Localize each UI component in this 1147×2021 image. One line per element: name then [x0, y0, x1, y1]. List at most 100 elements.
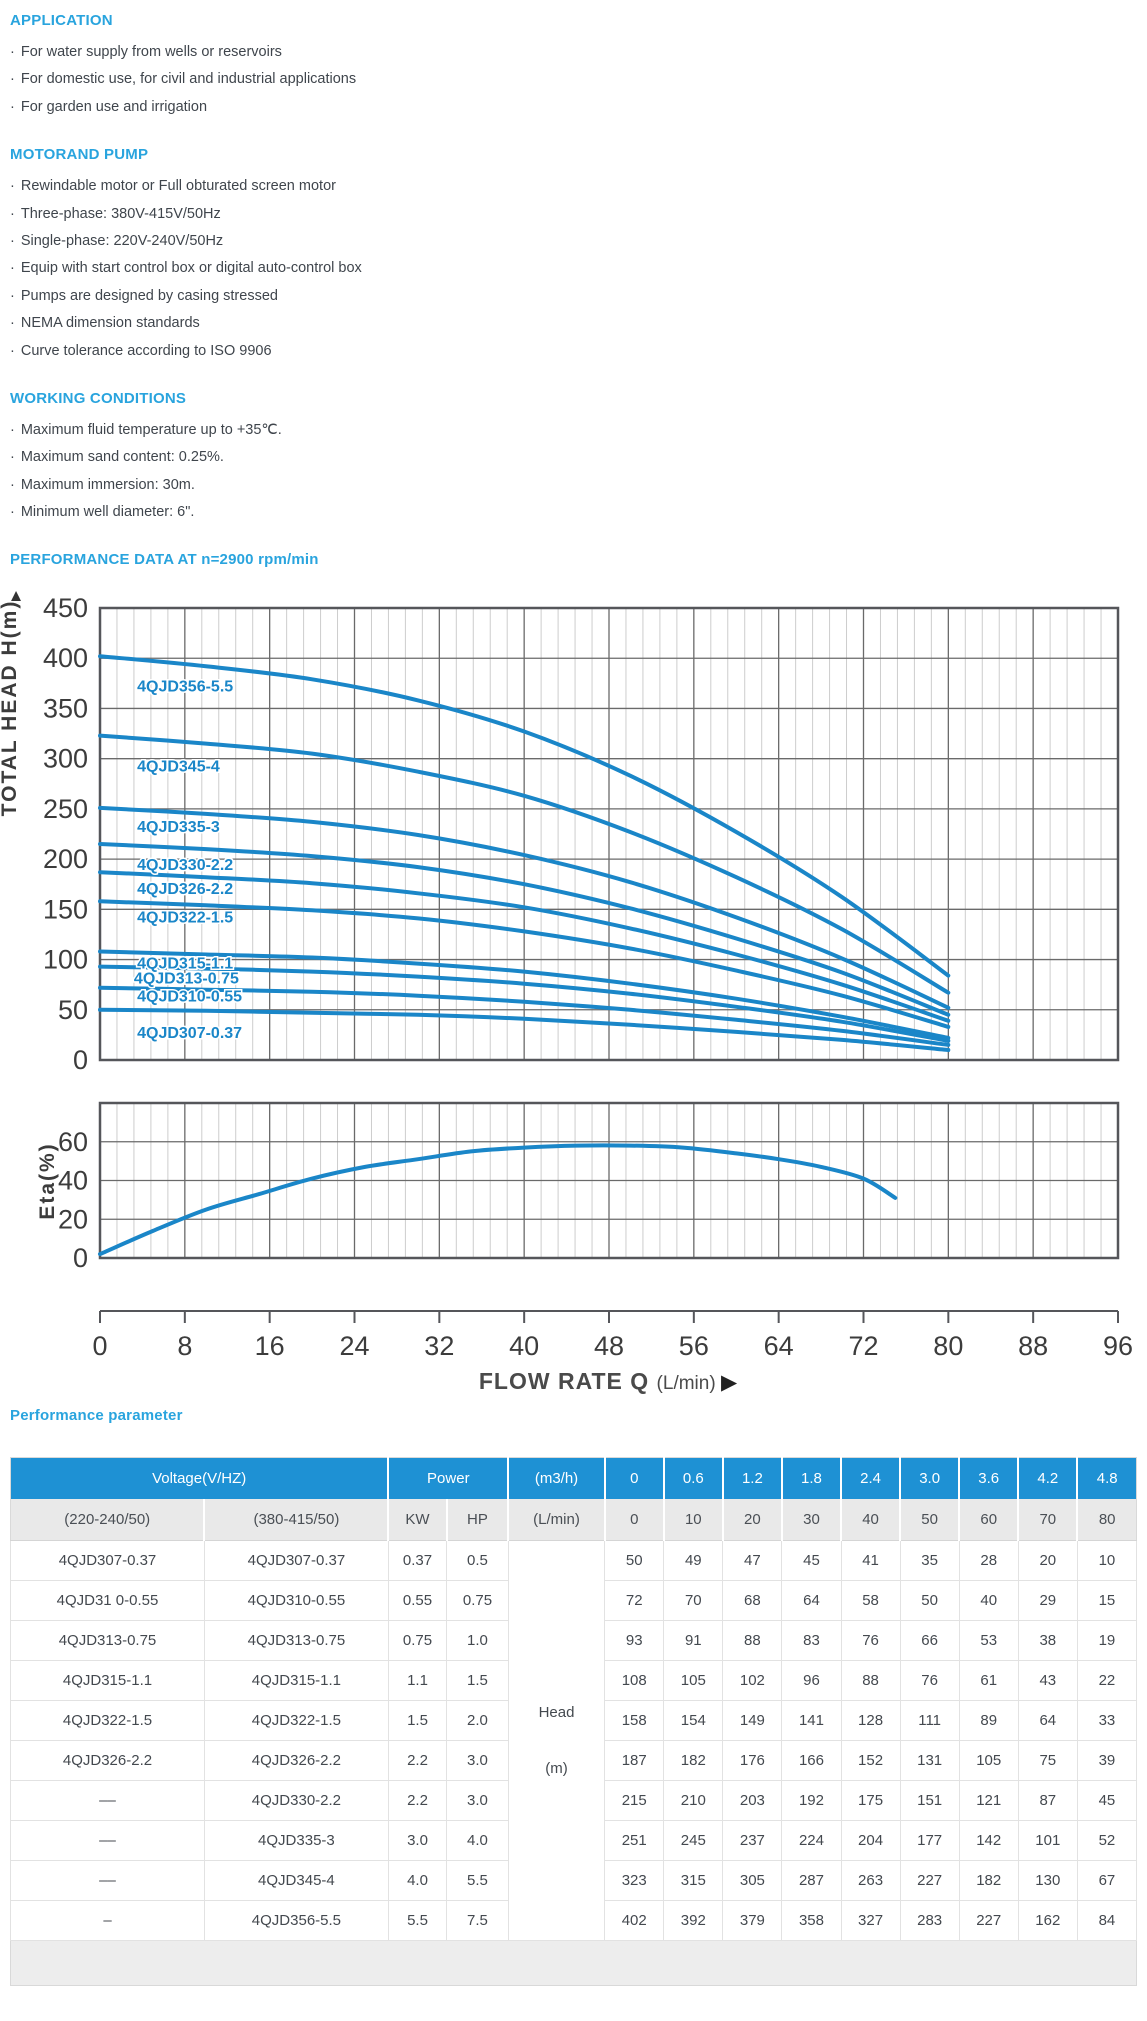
- bullet-item: For domestic use, for civil and industri…: [10, 71, 1147, 88]
- head-value-cell: 91: [663, 1620, 724, 1662]
- table-subheader-cell: 40: [841, 1499, 902, 1542]
- x-tick: 72: [848, 1331, 878, 1361]
- head-value-cell: 64: [781, 1580, 842, 1622]
- head-value-cell: 187: [604, 1740, 665, 1782]
- head-value-cell: 58: [840, 1580, 901, 1622]
- x-tick: 8: [177, 1331, 192, 1361]
- head-value-cell: 176: [722, 1740, 783, 1782]
- head-curve-4QJD335-3: [98, 806, 951, 1011]
- model-220v-cell: ––: [10, 1860, 205, 1902]
- head-value-cell: 50: [899, 1580, 960, 1622]
- head-value-cell: 358: [781, 1900, 842, 1942]
- head-value-cell: 237: [722, 1820, 783, 1862]
- x-tick: 64: [764, 1331, 794, 1361]
- kw-cell: 2.2: [387, 1780, 448, 1822]
- table-header-cell: 3.6: [959, 1457, 1020, 1500]
- head-value-cell: 43: [1017, 1660, 1078, 1702]
- head-y-tick: 100: [43, 945, 88, 975]
- table-row: –– 4QJD335-3 3.0 4.0 251 245 237 224 204 177 142 10…: [10, 1820, 1138, 1862]
- bullet-list: For water supply from wells or reservoir…: [10, 44, 1147, 116]
- head-value-cell: 45: [1076, 1780, 1138, 1822]
- head-value-cell: 72: [604, 1580, 665, 1622]
- head-value-cell: 177: [899, 1820, 960, 1862]
- bullet-item: Three-phase: 380V-415V/50Hz: [10, 206, 1147, 223]
- bullet-item: Pumps are designed by casing stressed: [10, 288, 1147, 305]
- kw-cell: 1.1: [387, 1660, 448, 1702]
- table-row: –– 4QJD330-2.2 2.2 3.0 215 210 203 192 175 151 121…: [10, 1780, 1138, 1822]
- table-header: Voltage(V/HZ) Power (m3/h) 0 0.6 1.2 1.8 2.4 3.0…: [10, 1457, 1137, 1542]
- curve-label: 4QJD356-5.5: [137, 679, 233, 696]
- table-header-row-2: (220-240/50) (380-415/50) KW HP (L/min) 0 10 20…: [10, 1499, 1137, 1542]
- head-value-cell: 29: [1017, 1580, 1078, 1622]
- table-subheader-cell: 70: [1018, 1499, 1079, 1542]
- spec-sections: APPLICATION For water supply from wells o…: [0, 12, 1147, 521]
- head-value-cell: 76: [899, 1660, 960, 1702]
- head-value-cell: 105: [663, 1660, 724, 1702]
- head-value-cell: 142: [958, 1820, 1019, 1862]
- kw-cell: 5.5: [387, 1900, 448, 1942]
- kw-cell: 1.5: [387, 1700, 448, 1742]
- model-380v-cell: 4QJD313-0.75: [203, 1620, 389, 1662]
- curve-label: 4QJD335-3: [137, 819, 220, 836]
- head-y-tick: 0: [73, 1045, 88, 1075]
- head-y-tick: 150: [43, 895, 88, 925]
- model-380v-cell: 4QJD310-0.55: [203, 1580, 389, 1622]
- curve-label: 4QJD326-2.2: [137, 882, 233, 899]
- table-header-cell: 4.8: [1077, 1457, 1137, 1500]
- head-value-cell: 192: [781, 1780, 842, 1822]
- hp-cell: 0.75: [446, 1580, 509, 1622]
- head-curve-4QJD313-0.75: [98, 965, 951, 1044]
- head-unit-cell: Head (m): [507, 1540, 606, 1942]
- head-value-cell: 50: [604, 1540, 665, 1582]
- head-value-cell: 66: [899, 1620, 960, 1662]
- head-y-tick: 50: [58, 995, 88, 1025]
- table-header-cell: 1.2: [722, 1457, 783, 1500]
- head-value-cell: 128: [840, 1700, 901, 1742]
- model-380v-cell: 4QJD307-0.37: [203, 1540, 389, 1582]
- bullet-item: Equip with start control box or digital …: [10, 260, 1147, 277]
- head-value-cell: 402: [604, 1900, 665, 1942]
- table-header-cell: (m3/h): [508, 1457, 606, 1500]
- kw-cell: 4.0: [387, 1860, 448, 1902]
- table-header-cell: 0: [604, 1457, 665, 1500]
- table-footer-row: [10, 1940, 1137, 1986]
- bullet-item: Maximum fluid temperature up to +35℃.: [10, 422, 1147, 439]
- table-row: 4QJD31 0-0.55 4QJD310-0.55 0.55 0.75 72 70 68 6…: [10, 1580, 1138, 1622]
- head-value-cell: 61: [958, 1660, 1019, 1702]
- section-heading: MOTORAND PUMP: [10, 146, 149, 164]
- table-header-cell: 4.2: [1018, 1457, 1079, 1500]
- head-value-cell: 152: [840, 1740, 901, 1782]
- head-value-cell: 40: [958, 1580, 1019, 1622]
- head-value-cell: 315: [663, 1860, 724, 1902]
- table-header-cell: Voltage(V/HZ): [10, 1457, 390, 1500]
- x-tick: 32: [424, 1331, 454, 1361]
- bullet-item: NEMA dimension standards: [10, 315, 1147, 332]
- head-value-cell: 39: [1076, 1740, 1138, 1782]
- model-220v-cell: ––: [10, 1820, 205, 1862]
- head-value-cell: 162: [1017, 1900, 1078, 1942]
- eta-y-tick: 20: [58, 1205, 88, 1235]
- hp-cell: 2.0: [446, 1700, 509, 1742]
- curve-label: 4QJD315-1.1: [137, 956, 233, 973]
- head-value-cell: 70: [663, 1580, 724, 1622]
- eta-y-axis-title: Eta(%): [36, 1143, 59, 1220]
- head-value-cell: 83: [781, 1620, 842, 1662]
- table-row: 4QJD326-2.2 4QJD326-2.2 2.2 3.0 187 182 176 166…: [10, 1740, 1138, 1782]
- model-220v-cell: 4QJD313-0.75: [10, 1620, 205, 1662]
- model-220v-cell: –: [10, 1900, 205, 1942]
- head-curve-4QJD356-5.5: [98, 654, 951, 979]
- curve-label: 4QJD322-1.5: [137, 910, 233, 927]
- bullet-list: Rewindable motor or Full obturated scree…: [10, 178, 1147, 360]
- head-value-cell: 141: [781, 1700, 842, 1742]
- head-value-cell: 379: [722, 1900, 783, 1942]
- model-380v-cell: 4QJD345-4: [203, 1860, 389, 1902]
- table-subheader-cell: 80: [1077, 1499, 1137, 1542]
- head-value-cell: 89: [958, 1700, 1019, 1742]
- x-tick: 24: [339, 1331, 369, 1361]
- head-y-axis-title: TOTAL HEAD H(m): [0, 600, 21, 817]
- model-220v-cell: 4QJD315-1.1: [10, 1660, 205, 1702]
- table-subheader-cell: HP: [446, 1499, 510, 1542]
- head-value-cell: 22: [1076, 1660, 1138, 1702]
- table-subheader-cell: 0: [604, 1499, 665, 1542]
